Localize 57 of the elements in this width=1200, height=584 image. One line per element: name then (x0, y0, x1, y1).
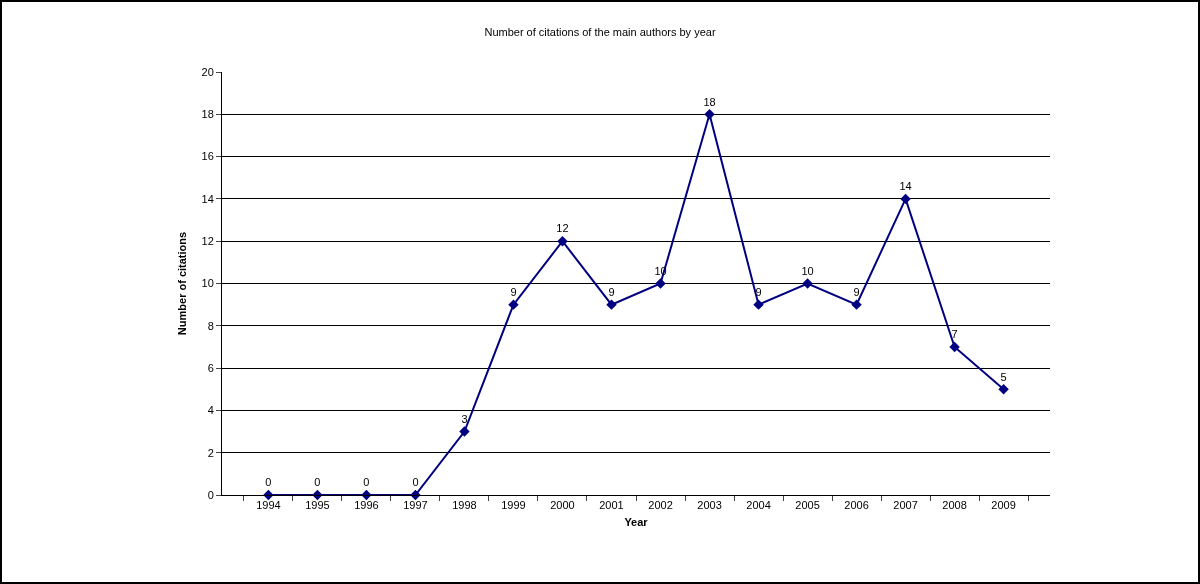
point (508, 299, 519, 310)
data-label: 14 (899, 180, 912, 193)
point (557, 236, 568, 247)
x-tick-label: 2005 (795, 499, 820, 512)
y-tick-label: 14 (201, 192, 214, 205)
data-label: 12 (556, 222, 569, 235)
x-tick-label: 2006 (844, 499, 869, 512)
x-axis-title: Year (624, 516, 649, 529)
data-label: 3 (461, 412, 468, 425)
point (655, 278, 666, 289)
data-label: 0 (265, 476, 272, 489)
x-tick-label: 2002 (648, 499, 673, 512)
x-tick-label: 2009 (991, 499, 1016, 512)
data-label: 18 (703, 95, 716, 108)
x-tick-label: 1994 (256, 499, 281, 512)
x-tick-label: 2007 (893, 499, 918, 512)
point (802, 278, 813, 289)
y-tick-label: 4 (207, 404, 214, 417)
point (851, 299, 862, 310)
x-tick-label: 1998 (452, 499, 477, 512)
data-label: 0 (412, 476, 419, 489)
y-tick-label: 20 (201, 65, 214, 78)
data-label: 9 (853, 285, 860, 298)
data-label: 9 (755, 285, 762, 298)
y-tick-label: 0 (207, 488, 214, 501)
point (606, 299, 617, 310)
point (998, 384, 1009, 395)
point (459, 426, 470, 437)
y-tick-label: 12 (201, 235, 214, 248)
x-tick-label: 1995 (305, 499, 330, 512)
y-tick-label: 8 (207, 319, 214, 332)
data-label: 9 (608, 285, 615, 298)
data-label: 0 (314, 476, 321, 489)
y-tick-label: 10 (201, 277, 214, 290)
y-tick-label: 18 (201, 108, 214, 121)
x-tick-label: 1996 (354, 499, 379, 512)
y-tick-label: 2 (207, 446, 214, 459)
point (704, 109, 715, 120)
point (949, 341, 960, 353)
data-label: 9 (510, 285, 517, 298)
data-label: 10 (801, 264, 814, 277)
x-tick-label: 2000 (550, 499, 575, 512)
data-label: 0 (363, 476, 370, 489)
chart-title: Number of citations of the main authors by year (484, 25, 716, 38)
x-tick-label: 2004 (746, 499, 771, 512)
y-axis-title: Number of citations (176, 231, 189, 336)
point (900, 193, 911, 205)
data-label: 5 (1000, 370, 1007, 383)
x-tick-label: 2003 (697, 499, 722, 512)
x-tick-label: 2001 (599, 499, 624, 512)
x-tick-label: 1997 (403, 499, 428, 512)
y-tick-label: 6 (207, 361, 214, 374)
data-label: 7 (951, 328, 958, 341)
point (753, 299, 764, 310)
x-tick-label: 2008 (942, 499, 967, 512)
x-tick-label: 1999 (501, 499, 526, 512)
y-tick-label: 16 (201, 150, 214, 163)
